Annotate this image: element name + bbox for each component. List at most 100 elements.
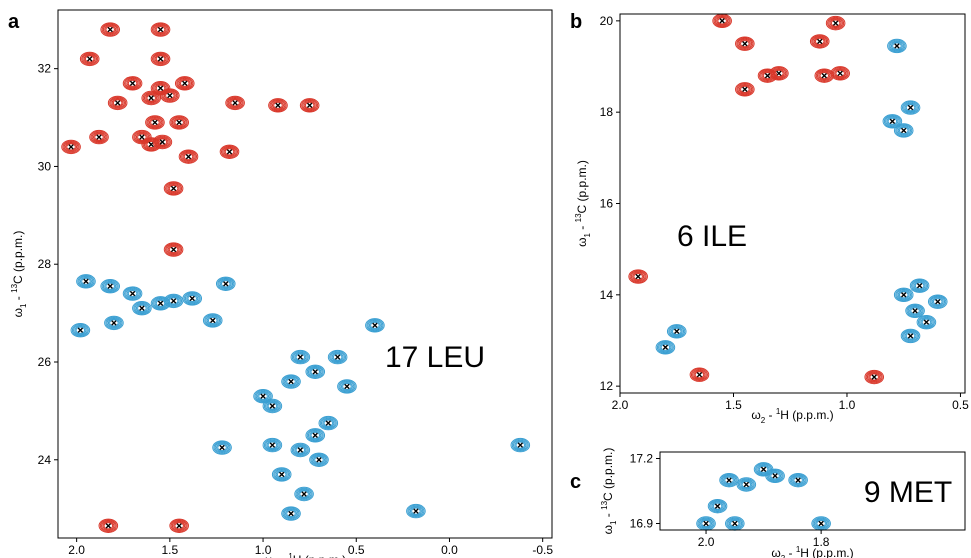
x-tick-label: 2.0	[68, 543, 85, 557]
peak-5	[262, 437, 283, 453]
peak-44	[160, 88, 180, 103]
peak-10	[318, 415, 339, 431]
peak-7	[510, 437, 531, 453]
peak-48	[107, 95, 128, 111]
peak-37	[89, 129, 109, 145]
panel-letter: a	[8, 11, 20, 33]
panel-letter: b	[570, 11, 582, 33]
x-tick-label: 0.5	[952, 398, 969, 412]
peak-13	[864, 369, 885, 385]
plot-frame	[57, 9, 553, 539]
peak-46	[122, 76, 143, 91]
peak-31	[169, 518, 189, 533]
x-axis-label: ω2 - 1H (p.p.m.)	[771, 545, 853, 558]
peak-3	[719, 472, 739, 488]
peak-42	[145, 115, 165, 130]
x-tick-label: 2.0	[698, 535, 715, 549]
peak-16	[290, 349, 311, 365]
peak-43	[141, 90, 162, 106]
peak-3	[271, 467, 292, 482]
panel-b: 2.0 1.5 1.0 0.5 12 14 16 18 20 ω2 - 1H (p.p.m.) ω1…	[570, 11, 969, 425]
y-axis-label: ω1 - 13C (p.p.m.)	[574, 160, 592, 247]
x-tick-label: 1.0	[839, 398, 856, 412]
peak-18	[830, 66, 850, 81]
x-tick-label: -0.5	[532, 543, 553, 557]
peak-0	[655, 340, 676, 355]
peak-2	[294, 486, 314, 502]
y-axis-label: ω1 - 13C (p.p.m.)	[600, 448, 618, 535]
peak-52	[150, 51, 171, 67]
y-tick-label: 18	[600, 105, 614, 119]
panel-label: 9 MET	[864, 476, 952, 509]
peak-10	[900, 100, 921, 115]
y-tick-label: 17.2	[630, 452, 654, 466]
x-tick-label: 1.0	[255, 543, 272, 557]
series-positive	[696, 462, 831, 531]
panel-label: 17 LEU	[385, 341, 485, 374]
peak-3	[916, 315, 937, 330]
panel-label: 6 ILE	[677, 220, 747, 253]
x-tick-label: 2.0	[612, 398, 629, 412]
peak-51	[299, 98, 320, 113]
peak-4	[736, 477, 757, 492]
peak-35	[219, 144, 240, 159]
peak-55	[150, 22, 171, 37]
panel-letter: c	[570, 471, 581, 493]
peak-1	[707, 498, 728, 514]
peak-33	[163, 181, 184, 196]
peak-23	[825, 15, 846, 31]
x-axis-label: ω2 - 1H (p.p.m.)	[751, 407, 833, 425]
peak-25	[215, 276, 236, 291]
peak-6	[765, 468, 785, 484]
y-tick-label: 12	[600, 379, 614, 393]
y-tick-label: 14	[600, 288, 614, 302]
x-tick-label: 1.5	[162, 543, 179, 557]
peak-19	[70, 323, 91, 338]
series-negative	[628, 13, 885, 385]
peak-11	[887, 38, 907, 54]
peak-23	[163, 293, 184, 309]
peak-39	[152, 134, 173, 150]
peak-34	[178, 149, 199, 164]
y-tick-label: 20	[600, 14, 614, 28]
peak-2	[725, 516, 745, 531]
peak-12	[253, 389, 273, 404]
peak-0	[281, 506, 301, 521]
peak-21	[712, 13, 732, 29]
plot-frame	[659, 451, 966, 531]
peak-6	[290, 442, 311, 458]
peak-7	[909, 278, 930, 293]
peak-18	[365, 318, 385, 333]
y-tick-label: 26	[38, 355, 52, 369]
peak-45	[150, 81, 171, 96]
peak-22	[809, 34, 830, 49]
peak-9	[882, 114, 903, 129]
peak-24	[202, 313, 223, 328]
x-axis-label: ω2 - 1H (p.p.m.)	[264, 552, 346, 558]
peak-2	[900, 328, 921, 344]
peak-36	[61, 139, 81, 155]
peak-20	[735, 36, 755, 51]
peak-47	[174, 76, 195, 91]
peak-11	[262, 398, 283, 414]
peak-15	[735, 82, 755, 97]
x-tick-label: 0.0	[441, 543, 458, 557]
peak-5	[927, 294, 948, 309]
y-tick-label: 24	[38, 453, 52, 467]
peak-50	[268, 98, 288, 113]
peak-40	[132, 129, 152, 145]
peak-28	[76, 274, 96, 289]
peak-1	[666, 324, 687, 339]
x-tick-label: 0.5	[348, 543, 365, 557]
peak-20	[104, 315, 124, 331]
y-tick-label: 30	[38, 159, 52, 173]
peak-9	[305, 428, 326, 443]
series-negative	[61, 22, 320, 533]
peak-0	[696, 516, 716, 531]
x-tick-label: 1.5	[725, 398, 742, 412]
y-tick-label: 16	[600, 197, 614, 211]
peak-30	[98, 518, 119, 533]
peak-49	[225, 95, 245, 111]
peak-8	[893, 123, 914, 138]
peak-27	[100, 279, 120, 294]
